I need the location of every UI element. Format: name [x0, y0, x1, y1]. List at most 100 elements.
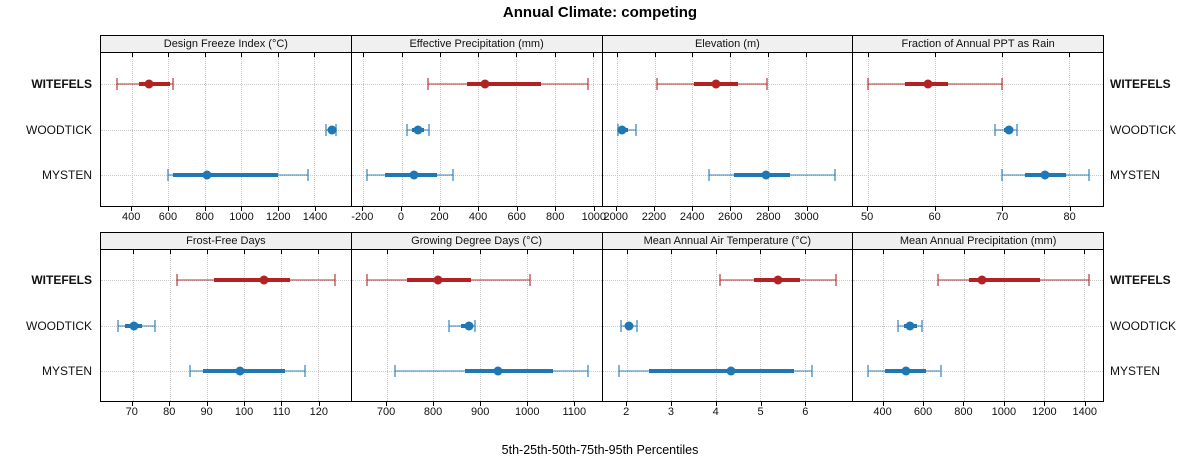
- whisker-cap: [428, 123, 431, 136]
- whisker-cap: [153, 319, 156, 332]
- axis-tick-top: [1043, 250, 1045, 254]
- whisker-cap: [867, 364, 870, 377]
- axis-tick-top: [132, 250, 134, 254]
- axis-tick-bottom: [555, 206, 557, 211]
- whisker-cap: [172, 77, 174, 90]
- series-label-witefels: WITEFELS: [1110, 273, 1171, 288]
- axis-tick-label: 100: [234, 406, 254, 418]
- axis-tick-bottom: [478, 206, 480, 211]
- axis-tick-top: [626, 250, 628, 254]
- axis-tick-top: [883, 250, 885, 254]
- axis-tick-label: 400: [122, 211, 141, 223]
- median-dot-woodtick: [1004, 125, 1014, 134]
- axis-tick-bottom: [574, 401, 576, 406]
- whisker-cap: [366, 169, 369, 182]
- median-dot-witefels: [711, 79, 721, 89]
- axis-tick-top: [478, 53, 480, 57]
- whisker-cap: [528, 274, 531, 287]
- whisker-cap: [636, 319, 639, 332]
- panel-plot: [852, 53, 1104, 207]
- median-dot-mysten: [493, 366, 503, 376]
- gridline-horizontal: [101, 129, 351, 131]
- whisker-cap: [1000, 169, 1003, 182]
- axis-tick-label: 900: [470, 406, 490, 418]
- axis-tick-label: 6: [802, 406, 809, 418]
- whisker-cap: [1087, 169, 1090, 182]
- chart-row-1: WITEFELS WOODTICK MYSTEN WITEFELS WOODTICK MY…: [0, 232, 1200, 423]
- series-label-woodtick: WOODTICK: [26, 318, 92, 333]
- gridline-horizontal: [351, 325, 602, 327]
- axis-tick-label: 1000: [581, 211, 607, 223]
- axis-tick-top: [277, 53, 279, 57]
- row-labels-left: WITEFELS WOODTICK MYSTEN: [0, 35, 92, 228]
- panels-row-1: Frost-Free Days 70 80 90 100 110 120 Growing De…: [100, 232, 1104, 422]
- axis-tick-bottom: [131, 401, 133, 406]
- whisker-cap: [939, 364, 942, 377]
- axis-tick-bottom: [362, 206, 364, 211]
- interquartile-bar-witefels: [214, 278, 291, 283]
- axis-tick-bottom: [480, 401, 482, 406]
- panel-axis: 50 60 70 80: [852, 206, 1104, 227]
- gridline-horizontal: [101, 83, 351, 85]
- panel-axis: 700 800 900 1000 1100: [351, 401, 603, 422]
- axis-tick-top: [768, 53, 770, 57]
- whisker-cap: [473, 319, 476, 332]
- panel-0-1: Effective Precipitation (mm) -200 0 200 400 6…: [350, 35, 607, 227]
- axis-tick-bottom: [670, 401, 672, 406]
- gridline-horizontal: [853, 175, 1103, 177]
- axis-tick-bottom: [516, 206, 518, 211]
- median-dot-woodtick: [413, 125, 423, 134]
- axis-tick-bottom: [386, 401, 388, 406]
- axis-tick-label: 400: [468, 211, 488, 223]
- axis-tick-label: 1400: [302, 211, 328, 223]
- panel-0-0: Design Freeze Index (°C) 400 600 800 1000 120…: [100, 35, 352, 227]
- panel-title: Design Freeze Index (°C): [100, 35, 352, 53]
- axis-tick-bottom: [318, 401, 320, 406]
- axis-tick-bottom: [730, 206, 732, 211]
- axis-tick-label: 50: [860, 211, 874, 223]
- axis-tick-bottom: [167, 206, 169, 211]
- gridline-horizontal: [853, 370, 1103, 372]
- axis-tick-top: [1001, 53, 1003, 57]
- axis-tick-label: 4: [712, 406, 719, 418]
- gridline-horizontal: [602, 129, 853, 131]
- gridline-horizontal: [853, 83, 1103, 85]
- whisker-cap: [834, 169, 837, 182]
- axis-tick-top: [480, 250, 482, 254]
- axis-tick-bottom: [1044, 401, 1046, 406]
- axis-tick-label: 600: [507, 211, 526, 223]
- panel-plot: [350, 250, 603, 402]
- axis-tick-top: [934, 53, 936, 57]
- chart-title: Annual Climate: competing: [502, 4, 698, 21]
- axis-tick-label: 2600: [717, 211, 743, 223]
- interquartile-bar-witefels: [968, 278, 1040, 283]
- axis-tick-bottom: [400, 206, 402, 211]
- axis-tick-label: 1400: [1072, 406, 1098, 418]
- axis-tick-top: [168, 53, 170, 57]
- panel-1-1: Growing Degree Days (°C) 700 800 900 1000 110…: [350, 232, 603, 422]
- axis-tick-label: 2200: [641, 211, 667, 223]
- axis-tick-bottom: [169, 401, 171, 406]
- axis-tick-label: 3000: [794, 211, 819, 223]
- axis-tick-bottom: [593, 206, 595, 211]
- axis-tick-bottom: [433, 401, 435, 406]
- panel-plot: [601, 250, 854, 402]
- interquartile-bar-witefels: [466, 81, 542, 86]
- axis-tick-label: 80: [1063, 211, 1076, 223]
- whisker-cap: [405, 123, 408, 136]
- whisker-cap: [427, 77, 430, 90]
- axis-tick-label: 2000: [603, 211, 629, 223]
- series-label-mysten: MYSTEN: [41, 168, 92, 183]
- axis-tick-label: 800: [546, 211, 565, 223]
- axis-tick-bottom: [615, 206, 617, 211]
- median-dot-witefels: [923, 79, 933, 89]
- axis-tick-label: 2400: [679, 211, 705, 223]
- axis-tick-bottom: [1084, 401, 1086, 406]
- axis-tick-top: [363, 53, 365, 57]
- whisker-cap: [116, 77, 119, 90]
- axis-tick-label: 1200: [265, 211, 291, 223]
- panel-axis: 70 80 90 100 110 120: [100, 401, 352, 422]
- series-label-mysten: MYSTEN: [1110, 168, 1161, 183]
- gridline-horizontal: [351, 175, 602, 177]
- whisker-cap: [304, 364, 307, 377]
